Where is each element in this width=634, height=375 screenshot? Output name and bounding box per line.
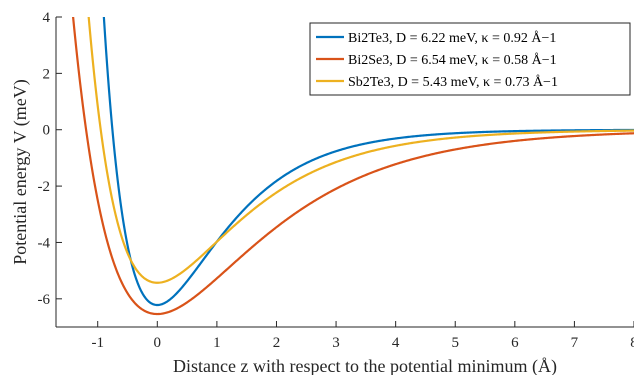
x-tick-label: 4 [392, 335, 400, 351]
legend-item-sb2te3: Sb2Te3, D = 5.43 meV, κ = 0.73 Å−1 [316, 74, 558, 90]
x-tick-label: 5 [451, 335, 459, 351]
legend-label: Bi2Se3, D = 6.54 meV, κ = 0.58 Å−1 [348, 52, 557, 68]
x-axis-label: Distance z with respect to the potential… [173, 356, 557, 375]
legend-label: Sb2Te3, D = 5.43 meV, κ = 0.73 Å−1 [348, 74, 558, 90]
y-tick-label: -6 [38, 292, 51, 308]
axes [55, 17, 634, 328]
y-tick-label: 2 [43, 66, 51, 82]
legend-label: Bi2Te3, D = 6.22 meV, κ = 0.92 Å−1 [348, 30, 556, 46]
y-tick-label: -4 [38, 235, 51, 251]
series-line-bi2te3 [102, 17, 634, 307]
x-tick-label: 2 [273, 335, 281, 351]
series-line-bi2se3 [71, 17, 634, 316]
x-tick-label: 0 [154, 335, 162, 351]
tick-labels: -1 0 1 2 3 4 5 6 7 8 -6 -4 -2 0 2 4 [38, 10, 634, 351]
x-tick-label: 8 [630, 335, 634, 351]
series-line-sb2te3 [87, 17, 634, 284]
tick-marks [56, 16, 634, 327]
legend-item-bi2te3: Bi2Te3, D = 6.22 meV, κ = 0.92 Å−1 [316, 30, 556, 46]
legend: Bi2Te3, D = 6.22 meV, κ = 0.92 Å−1 Bi2Se3… [309, 22, 631, 96]
x-tick-label: 1 [213, 335, 221, 351]
y-tick-label: -2 [38, 179, 51, 195]
y-axis-label: Potential energy V (meV) [10, 79, 31, 264]
x-tick-label: 6 [511, 335, 519, 351]
x-tick-label: 3 [332, 335, 340, 351]
legend-box [309, 22, 631, 96]
y-tick-label: 4 [43, 10, 51, 26]
series-layer [71, 17, 634, 316]
x-tick-label: -1 [91, 335, 104, 351]
legend-item-bi2se3: Bi2Se3, D = 6.54 meV, κ = 0.58 Å−1 [316, 52, 557, 68]
x-tick-label: 7 [571, 335, 579, 351]
y-tick-label: 0 [43, 123, 51, 139]
